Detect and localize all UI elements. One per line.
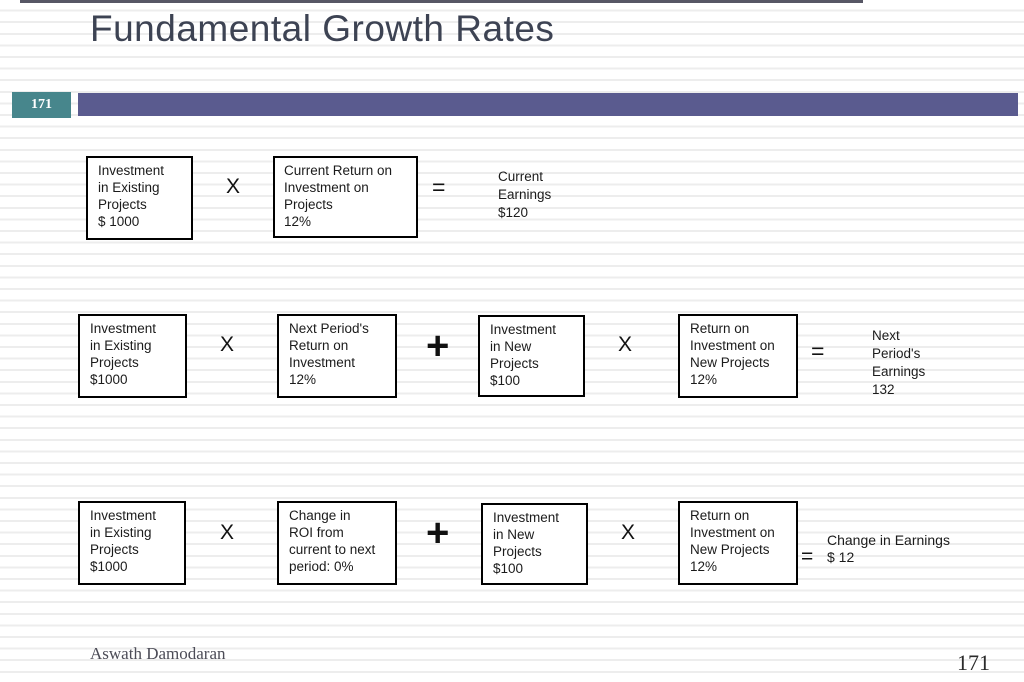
plus-operator: + [426,324,450,368]
multiply-operator: X [618,333,633,356]
top-border-line [20,0,863,3]
footer-page-number: 171 [957,650,990,675]
box-current-return-row1: Current Return on Investment on Projects… [273,156,418,238]
box-existing-investment-row1: Investment in Existing Projects $ 1000 [86,156,193,240]
box-next-period-return-row2: Next Period's Return on Investment 12% [277,314,397,398]
slide-number-badge: 171 [12,92,71,118]
equals-operator: = [432,174,446,200]
box-new-investment-row3: Investment in New Projects $100 [481,503,588,585]
result-current-earnings: Current Earnings $120 [498,169,552,220]
footer-author: Aswath Damodaran [90,644,226,663]
equals-operator: = [811,338,825,364]
multiply-operator: X [621,521,636,544]
box-existing-investment-row3: Investment in Existing Projects $1000 [78,501,186,585]
slide-title: Fundamental Growth Rates [90,8,555,49]
box-change-in-roi-row3: Change in ROI from current to next perio… [277,501,397,585]
box-return-new-projects-row3: Return on Investment on New Projects 12% [678,501,798,585]
multiply-operator: X [226,175,241,198]
box-new-investment-row2: Investment in New Projects $100 [478,315,585,397]
result-next-period-earnings: Next Period's Earnings 132 [872,328,926,397]
result-change-in-earnings-label: Change in Earnings [827,532,950,548]
box-return-new-projects-row2: Return on Investment on New Projects 12% [678,314,798,398]
multiply-operator: X [220,333,235,356]
header-accent-bar [78,93,1018,116]
box-existing-investment-row2: Investment in Existing Projects $1000 [78,314,187,398]
multiply-operator: X [220,521,235,544]
result-change-in-earnings-value: $ 12 [827,549,855,565]
equals-operator: = [801,545,814,568]
plus-operator: + [426,511,450,555]
